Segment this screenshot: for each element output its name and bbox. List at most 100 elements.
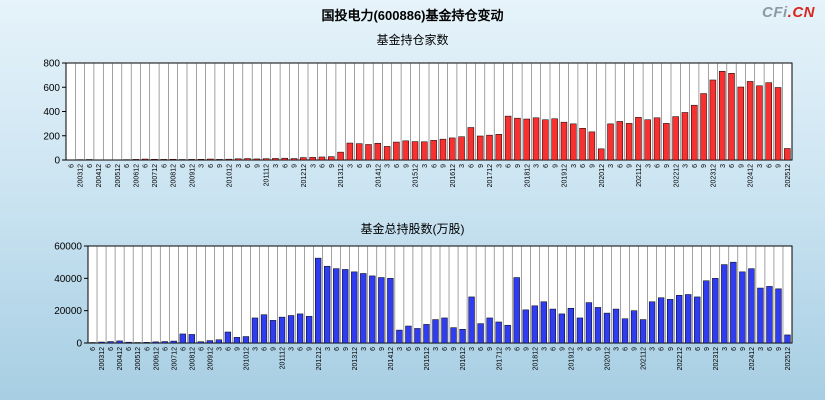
x-tick-label: 202512 <box>785 347 792 370</box>
bar <box>542 119 549 161</box>
bar <box>625 123 633 161</box>
x-tick-label: 3 <box>469 347 476 351</box>
x-tick-label: 6 <box>208 164 215 168</box>
x-tick-label: 6 <box>766 164 773 168</box>
bar <box>405 325 412 344</box>
bar <box>152 341 159 344</box>
bar <box>513 277 520 344</box>
cfi-logo-text: CFi <box>761 4 788 21</box>
bar <box>504 115 512 161</box>
x-tick-label: 3 <box>236 164 243 168</box>
x-tick-label: 9 <box>271 347 278 351</box>
x-tick-label: 3 <box>216 347 223 351</box>
bar <box>676 295 683 344</box>
x-tick-label: 202212 <box>673 164 680 187</box>
bar <box>639 319 647 344</box>
bar <box>272 158 279 161</box>
bar <box>579 127 586 161</box>
y-tick-label: 40000 <box>54 274 82 285</box>
bar <box>224 331 232 344</box>
bar <box>728 73 735 161</box>
bar <box>207 158 214 161</box>
bar <box>432 319 439 344</box>
x-tick-label: 6 <box>767 347 774 351</box>
x-tick-label: 9 <box>415 347 422 351</box>
bar <box>143 342 150 344</box>
x-tick-label: 200912 <box>207 347 214 370</box>
x-tick-label: 3 <box>534 164 541 168</box>
bar <box>281 157 288 161</box>
x-tick-label: 201612 <box>460 347 467 370</box>
bar <box>151 159 158 161</box>
bar <box>318 156 326 161</box>
bar <box>523 118 530 161</box>
x-tick-label: 6 <box>442 347 449 351</box>
x-tick-label: 201712 <box>496 347 503 370</box>
bar <box>225 158 233 161</box>
x-tick-label: 202512 <box>785 164 792 187</box>
x-tick-label: 3 <box>199 164 206 168</box>
bar <box>570 123 577 161</box>
x-tick-label: 6 <box>587 347 594 351</box>
x-tick-label: 3 <box>686 347 693 351</box>
x-tick-label: 6 <box>126 347 133 351</box>
bar <box>694 296 701 344</box>
x-tick-label: 9 <box>589 164 596 168</box>
bar <box>449 137 456 161</box>
x-tick-label: 6 <box>370 347 377 351</box>
x-tick-label: 6 <box>334 347 341 351</box>
x-tick-label: 201112 <box>264 164 271 186</box>
x-tick-label: 202112 <box>641 347 648 370</box>
x-tick-label: 200712 <box>171 347 178 370</box>
x-tick-label: 3 <box>459 164 466 168</box>
x-tick-label: 3 <box>577 347 584 351</box>
bar <box>107 341 114 344</box>
x-tick-label: 201412 <box>388 347 395 370</box>
y-tick-label: 800 <box>43 59 60 70</box>
bar <box>657 297 665 344</box>
x-tick-label: 200412 <box>117 347 124 370</box>
bar <box>251 317 259 344</box>
bar <box>486 134 493 161</box>
x-tick-label: 200812 <box>171 164 178 187</box>
bar <box>215 339 223 344</box>
x-tick-label: 9 <box>307 347 314 351</box>
x-tick-label: 9 <box>515 164 522 168</box>
bar <box>278 316 286 344</box>
bar <box>197 159 205 161</box>
bar <box>551 118 558 161</box>
x-tick-label: 6 <box>68 164 75 168</box>
bar <box>476 135 484 161</box>
bar <box>290 158 298 161</box>
y-tick-label: 60000 <box>54 242 82 253</box>
x-tick-label: 3 <box>347 164 354 168</box>
bar <box>365 144 372 161</box>
x-tick-label: 6 <box>245 164 252 168</box>
bar <box>116 340 123 344</box>
x-tick-label: 201212 <box>301 164 308 187</box>
bar <box>756 85 763 161</box>
x-tick-label: 3 <box>310 164 317 168</box>
bar <box>746 81 754 161</box>
bar <box>300 157 307 161</box>
x-tick-label: 6 <box>298 347 305 351</box>
x-tick-label: 200312 <box>78 164 85 187</box>
bar <box>648 301 656 344</box>
bar <box>549 308 556 344</box>
x-tick-label: 6 <box>659 347 666 351</box>
x-tick-label: 9 <box>487 347 494 351</box>
bar <box>242 336 250 344</box>
x-tick-label: 202012 <box>599 164 606 187</box>
x-tick-label: 3 <box>720 164 727 168</box>
x-tick-label: 202212 <box>677 347 684 370</box>
x-tick-label: 201212 <box>316 347 323 370</box>
bar <box>765 82 772 161</box>
bar <box>414 328 421 344</box>
cfi-logo: CFi.CN <box>762 4 815 21</box>
bar <box>170 340 177 344</box>
bar <box>712 278 719 344</box>
x-tick-label: 9 <box>776 164 783 168</box>
bar <box>160 159 167 161</box>
